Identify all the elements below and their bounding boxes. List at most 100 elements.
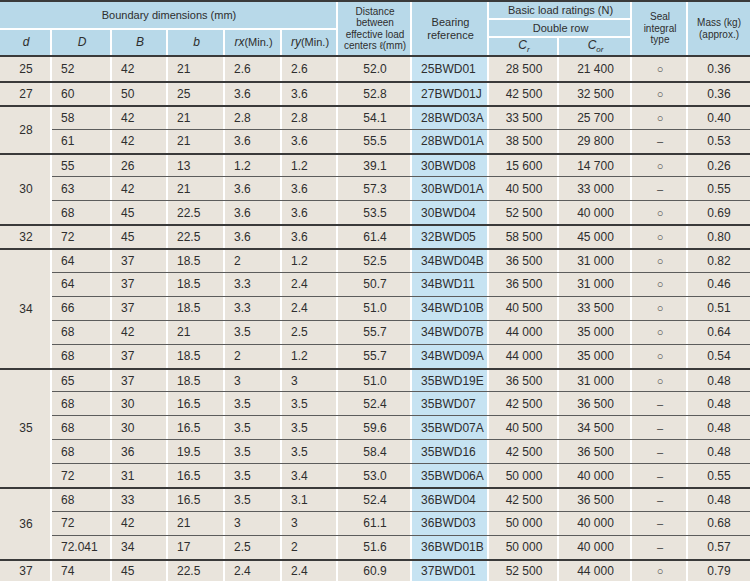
cell-D: 66 <box>52 296 112 320</box>
cell-ry: 3.5 <box>282 415 338 439</box>
cell-cor: 40 000 <box>559 200 632 224</box>
cr-sub-label: r <box>527 45 530 54</box>
seal-circle-icon: ○ <box>632 296 688 320</box>
bearing-spec-table-page: Boundary dimensions (mm) Distance betwee… <box>0 0 750 581</box>
cell-mass: 0.80 <box>688 224 750 248</box>
cell-b: 22.5 <box>168 200 225 224</box>
table-row: 32724522.53.63.661.432BWD0558 50045 000○… <box>0 224 750 248</box>
cell-rx: 3.5 <box>225 415 282 439</box>
seal-dash-icon: – <box>632 439 688 463</box>
cell-cor: 32 500 <box>559 81 632 105</box>
cell-B: 37 <box>112 344 168 368</box>
cell-ref: 30BWD08 <box>412 153 489 177</box>
cell-dist: 51.0 <box>338 296 412 320</box>
cell-D: 55 <box>52 153 112 177</box>
cell-dist: 55.5 <box>338 129 412 153</box>
seal-circle-icon: ○ <box>632 559 688 581</box>
cell-ry: 3.4 <box>282 463 338 487</box>
cell-rx: 3.5 <box>225 320 282 344</box>
cell-b: 18.5 <box>168 248 225 272</box>
cell-B: 42 <box>112 129 168 153</box>
cell-D: 68 <box>52 487 112 511</box>
cell-B: 42 <box>112 320 168 344</box>
cell-ry: 3 <box>282 368 338 392</box>
cell-mass: 0.48 <box>688 368 750 392</box>
cell-ref: 30BWD01A <box>412 176 489 200</box>
cell-ref: 34BWD09A <box>412 344 489 368</box>
cell-b: 21 <box>168 176 225 200</box>
cell-rx: 3.3 <box>225 296 282 320</box>
cell-B: 30 <box>112 391 168 415</box>
cell-cr: 50 000 <box>489 511 559 535</box>
cell-B: 30 <box>112 415 168 439</box>
cell-cr: 50 000 <box>489 535 559 559</box>
cell-d: 32 <box>0 224 52 248</box>
cell-cor: 40 000 <box>559 535 632 559</box>
cell-ry: 1.2 <box>282 248 338 272</box>
cell-cr: 33 500 <box>489 105 559 129</box>
cell-d: 34 <box>0 248 52 367</box>
header-col-cr: Cr <box>489 38 559 57</box>
cell-ry: 1.2 <box>282 344 338 368</box>
cell-ref: 34BWD04B <box>412 248 489 272</box>
cell-cor: 14 700 <box>559 153 632 177</box>
cell-dist: 50.7 <box>338 272 412 296</box>
cell-D: 64 <box>52 248 112 272</box>
cell-rx: 3.6 <box>225 129 282 153</box>
cell-cr: 38 500 <box>489 129 559 153</box>
cell-D: 68 <box>52 200 112 224</box>
cell-ref: 32BWD05 <box>412 224 489 248</box>
cell-cor: 31 000 <box>559 368 632 392</box>
cell-b: 21 <box>168 57 225 81</box>
cell-rx: 3.6 <box>225 176 282 200</box>
cell-B: 42 <box>112 57 168 81</box>
cell-dist: 55.7 <box>338 320 412 344</box>
cell-cr: 40 500 <box>489 296 559 320</box>
seal-dash-icon: – <box>632 415 688 439</box>
cell-cor: 21 400 <box>559 57 632 81</box>
cell-dist: 53.5 <box>338 200 412 224</box>
cell-rx: 2 <box>225 248 282 272</box>
table-row: 34643718.521.252.534BWD04B36 50031 000○0… <box>0 248 750 272</box>
cell-rx: 3 <box>225 368 282 392</box>
cell-rx: 1.2 <box>225 153 282 177</box>
col-rx-label: rx <box>234 35 244 49</box>
cell-ref: 37BWD01 <box>412 559 489 581</box>
cell-D: 72 <box>52 463 112 487</box>
cell-b: 21 <box>168 511 225 535</box>
cell-ref: 36BWD01B <box>412 535 489 559</box>
cell-D: 68 <box>52 415 112 439</box>
table-row: 643718.53.32.450.734BWD1136 50031 000○0.… <box>0 272 750 296</box>
cell-mass: 0.48 <box>688 439 750 463</box>
seal-dash-icon: – <box>632 129 688 153</box>
header-col-d: d <box>0 30 52 57</box>
cell-mass: 0.82 <box>688 248 750 272</box>
cell-ref: 35BWD06A <box>412 463 489 487</box>
seal-circle-icon: ○ <box>632 272 688 296</box>
seal-dash-icon: – <box>632 463 688 487</box>
cell-b: 17 <box>168 535 225 559</box>
table-row: 684522.53.63.653.530BWD0452 50040 000○0.… <box>0 200 750 224</box>
cell-mass: 0.36 <box>688 57 750 81</box>
cell-mass: 0.55 <box>688 463 750 487</box>
cell-cor: 33 500 <box>559 296 632 320</box>
cell-rx: 2.8 <box>225 105 282 129</box>
cell-D: 61 <box>52 129 112 153</box>
cell-b: 13 <box>168 153 225 177</box>
cell-ref: 27BWD01J <box>412 81 489 105</box>
table-body: 255242212.62.652.025BWD0128 50021 400○0.… <box>0 57 750 581</box>
cell-b: 16.5 <box>168 463 225 487</box>
seal-circle-icon: ○ <box>632 224 688 248</box>
cell-d: 27 <box>0 81 52 105</box>
cell-rx: 3.5 <box>225 487 282 511</box>
table-row: 683619.53.53.558.435BWD1642 50036 500–0.… <box>0 439 750 463</box>
table-row: 37744522.52.42.460.937BWD0152 50044 000○… <box>0 559 750 581</box>
cell-D: 74 <box>52 559 112 581</box>
cell-dist: 51.0 <box>338 368 412 392</box>
cell-dist: 58.4 <box>338 439 412 463</box>
cell-ry: 3.5 <box>282 391 338 415</box>
cell-cor: 45 000 <box>559 224 632 248</box>
header-bearing-reference: Bearing reference <box>412 2 489 57</box>
header-col-ry: ry(Min.) <box>282 30 338 57</box>
table-row: 663718.53.32.451.034BWD10B40 50033 500○0… <box>0 296 750 320</box>
